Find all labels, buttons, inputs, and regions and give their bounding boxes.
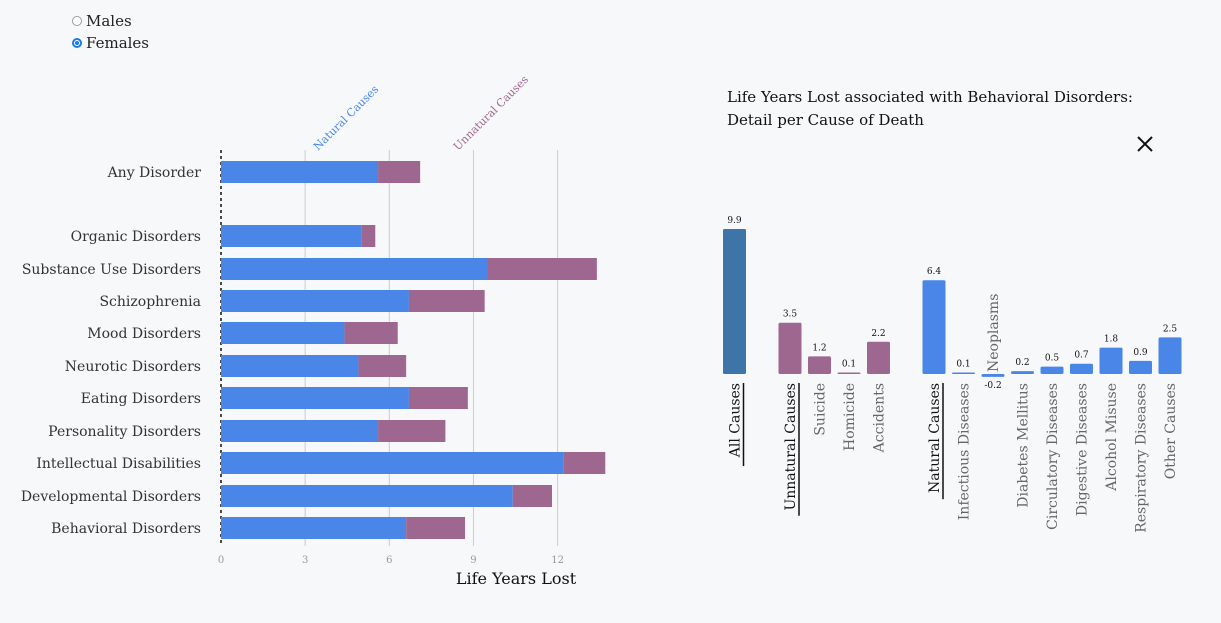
detail-value-label: 6.4 (927, 267, 942, 277)
detail-category-label: Alcohol Misuse (1104, 383, 1120, 492)
detail-bar[interactable] (723, 228, 746, 374)
bar-unnatural[interactable] (487, 258, 597, 280)
detail-value-label: 9.9 (727, 216, 742, 226)
radio-females-indicator[interactable] (72, 38, 82, 48)
detail-category-label: Digestive Diseases (1075, 383, 1091, 516)
bar-unnatural[interactable] (406, 517, 466, 539)
bar-natural[interactable] (221, 387, 409, 409)
x-tick-label: 3 (302, 555, 308, 566)
category-label: Substance Use Disorders (22, 262, 201, 278)
detail-category-label: All Causes (728, 383, 744, 458)
category-label: Behavioral Disorders (51, 521, 201, 537)
bar-natural[interactable] (221, 517, 407, 539)
radio-females-label[interactable]: Females (86, 34, 150, 52)
detail-value-label: 1.8 (1104, 335, 1119, 345)
detail-bar[interactable] (981, 374, 1005, 377)
bar-natural[interactable] (221, 225, 362, 247)
radio-males-label[interactable]: Males (86, 12, 132, 30)
close-button[interactable] (1132, 131, 1158, 157)
detail-bar[interactable] (837, 372, 861, 375)
detail-value-label: 0.2 (1015, 358, 1029, 368)
category-label: Schizophrenia (99, 294, 201, 310)
radio-females[interactable]: Females (72, 32, 149, 54)
detail-category-label: Accidents (872, 383, 888, 453)
bar-natural[interactable] (221, 258, 488, 280)
bar-unnatural[interactable] (408, 290, 485, 312)
detail-bar[interactable] (778, 322, 802, 374)
cause-detail-chart: 9.9 All Causes 3.5 Unnatural Causes 1.2 Suici… (723, 216, 1182, 533)
bar-natural[interactable] (221, 420, 379, 442)
detail-value-label: 0.7 (1074, 351, 1089, 361)
detail-title: Life Years Lost associated with Behavior… (727, 86, 1133, 132)
detail-value-label: 0.1 (956, 360, 970, 370)
radio-males-indicator[interactable] (72, 16, 82, 26)
detail-value-label: 2.5 (1163, 324, 1178, 334)
detail-category-label: Circulatory Diseases (1045, 383, 1061, 530)
x-tick-label: 9 (470, 555, 476, 566)
x-tick-label: 0 (218, 555, 224, 566)
detail-bar[interactable] (867, 341, 890, 374)
detail-bar[interactable] (1040, 366, 1064, 374)
detail-bar[interactable] (922, 280, 946, 374)
detail-category-label: Suicide (813, 383, 829, 436)
bar-unnatural[interactable] (512, 485, 552, 507)
close-icon[interactable] (1132, 131, 1158, 157)
detail-title-line1: Life Years Lost associated with Behavior… (727, 88, 1133, 106)
detail-value-label: -0.2 (984, 381, 1001, 391)
bar-unnatural[interactable] (358, 355, 407, 377)
detail-bar[interactable] (1158, 337, 1182, 374)
bar-natural[interactable] (221, 452, 564, 474)
category-label: Mood Disorders (87, 326, 201, 342)
detail-value-label: 1.2 (812, 343, 826, 353)
bar-natural[interactable] (221, 355, 359, 377)
detail-category-label: Other Causes (1163, 383, 1179, 479)
bar-unnatural[interactable] (344, 322, 398, 344)
sex-selector: Males Females (72, 10, 149, 54)
detail-value-label: 0.5 (1045, 354, 1060, 364)
bar-natural[interactable] (221, 290, 409, 312)
life-years-lost-chart: 0 3 6 9 12 Any Disorder Organic Disorders Subst… (21, 73, 606, 588)
x-tick-label: 12 (551, 555, 564, 566)
x-axis-title: Life Years Lost (456, 569, 577, 588)
series-label-unnatural: Unnatural Causes (451, 73, 531, 153)
bar-unnatural[interactable] (408, 387, 468, 409)
bar-natural[interactable] (221, 322, 345, 344)
detail-bar[interactable] (952, 372, 975, 375)
detail-category-label: Neoplasms (986, 294, 1002, 372)
bar-unnatural[interactable] (378, 420, 446, 442)
detail-title-line2: Detail per Cause of Death (727, 111, 924, 129)
detail-category-label: Infectious Diseases (957, 383, 973, 520)
category-label: Neurotic Disorders (65, 359, 201, 375)
radio-males[interactable]: Males (72, 10, 149, 32)
detail-value-label: 0.1 (842, 360, 856, 370)
detail-category-label: Natural Causes (927, 383, 943, 493)
detail-bar[interactable] (1099, 347, 1123, 374)
category-label: Any Disorder (107, 165, 202, 181)
detail-category-label: Respiratory Diseases (1134, 383, 1150, 533)
bar-unnatural[interactable] (361, 225, 376, 247)
detail-category-label: Homicide (842, 383, 858, 451)
detail-bar[interactable] (1129, 360, 1152, 374)
category-label: Developmental Disorders (21, 489, 201, 505)
detail-value-label: 3.5 (783, 310, 798, 320)
detail-value-label: 2.2 (871, 329, 885, 339)
category-label: Eating Disorders (81, 391, 201, 407)
bar-unnatural[interactable] (563, 452, 606, 474)
detail-category-label: Diabetes Mellitus (1016, 383, 1032, 508)
detail-bar[interactable] (1070, 363, 1093, 374)
category-label: Intellectual Disabilities (36, 456, 201, 472)
x-tick-label: 6 (386, 555, 392, 566)
category-label: Personality Disorders (48, 424, 201, 440)
bar-natural[interactable] (221, 161, 379, 183)
detail-value-label: 0.9 (1133, 348, 1148, 358)
detail-bar[interactable] (1011, 371, 1034, 374)
category-label: Organic Disorders (71, 229, 201, 245)
detail-category-label: Unnatural Causes (783, 383, 799, 511)
bar-natural[interactable] (221, 485, 513, 507)
series-label-natural: Natural Causes (311, 83, 382, 154)
detail-bar[interactable] (808, 356, 831, 374)
bar-unnatural[interactable] (378, 161, 421, 183)
